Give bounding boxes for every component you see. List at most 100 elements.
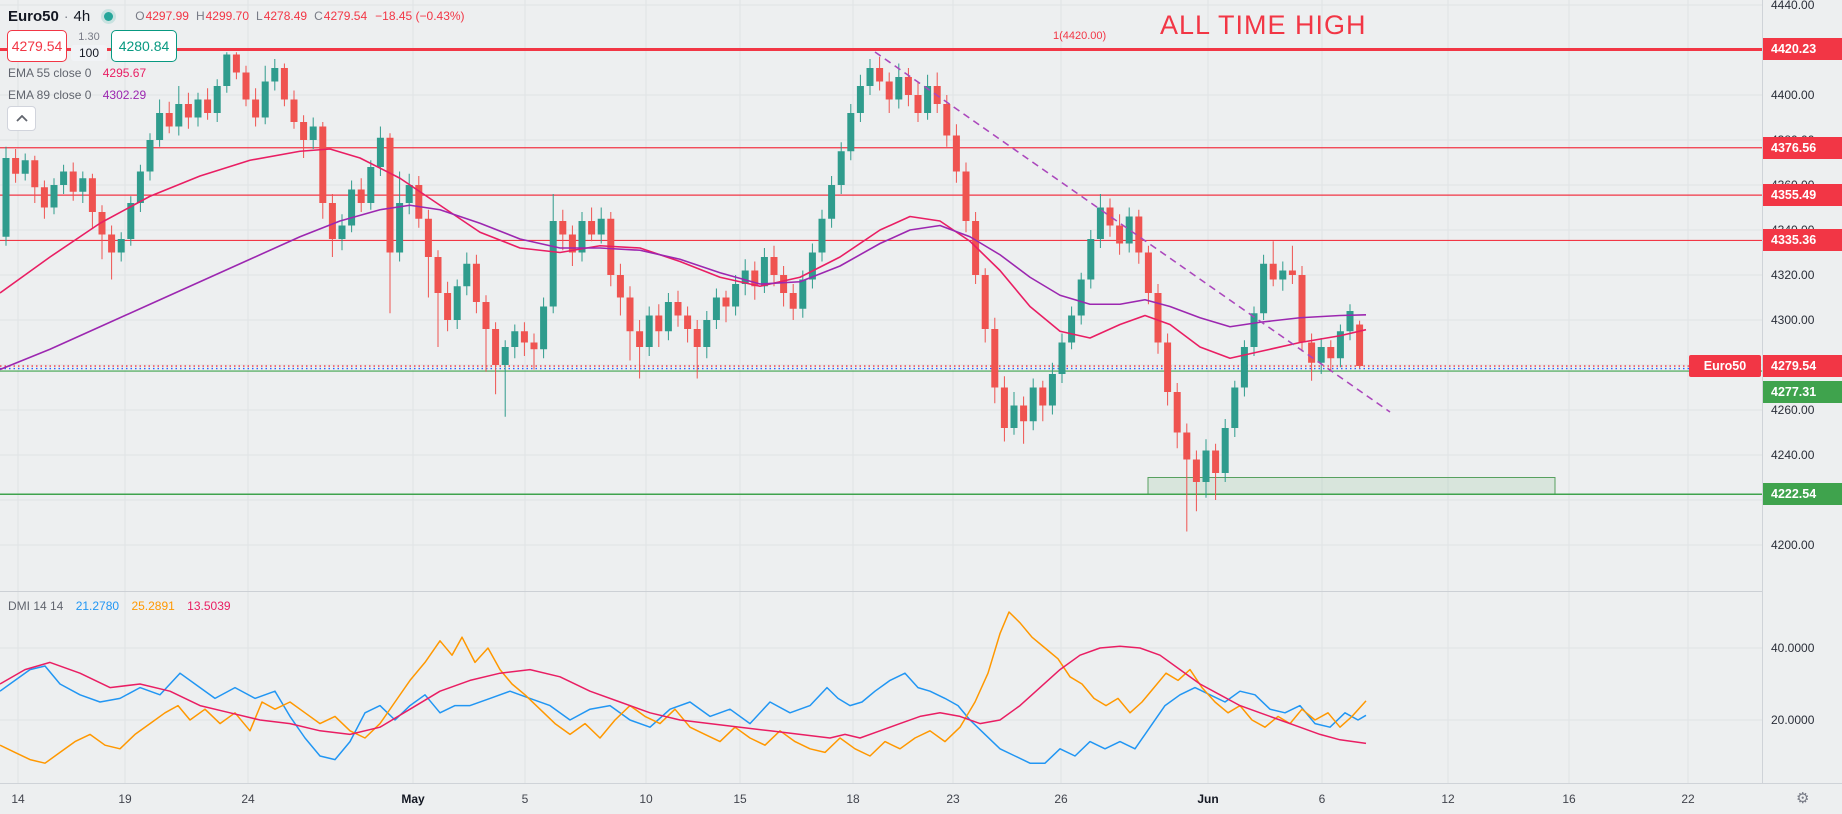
price-level-label: 4277.31 (1763, 381, 1842, 404)
candle-body (568, 234, 576, 253)
candle-body (280, 68, 288, 100)
collapse-legend-button[interactable] (7, 106, 36, 131)
candle-body (376, 137, 384, 167)
interval-label[interactable]: 4h (73, 7, 91, 25)
price-tick-label: 4320.00 (1771, 268, 1815, 282)
symbol-name[interactable]: Euro50 (8, 7, 59, 25)
candle-body (136, 171, 144, 203)
candle-body (156, 113, 164, 140)
candle-body (261, 81, 269, 118)
price-level-label: 4279.54 (1763, 355, 1842, 378)
candle-body (1087, 239, 1095, 280)
candle-body (1308, 342, 1316, 363)
time-axis-label: 22 (1681, 792, 1695, 806)
candle-body (1096, 207, 1104, 239)
price-axis[interactable]: 4440.004420.004400.004380.004360.004340.… (1762, 0, 1842, 783)
candle-body (732, 284, 740, 307)
price-tick-label: 4440.00 (1771, 0, 1815, 12)
candle-body (895, 77, 903, 100)
candle-body (1288, 270, 1296, 275)
time-axis-label: 26 (1054, 792, 1068, 806)
time-axis[interactable]: ⚙ 14 19 24 May 5 10 15 18 23 26 Jun 6 12 16 22 (0, 783, 1842, 814)
low-value: 4278.49 (263, 9, 308, 23)
candle-body (1106, 207, 1114, 226)
ema89-legend[interactable]: EMA 89 close 0 4302.29 (8, 88, 146, 102)
candle-body (1212, 450, 1220, 473)
candle-body (184, 104, 192, 118)
candle-body (808, 252, 816, 280)
quantity-field[interactable]: 100 (70, 45, 108, 61)
candle-body (252, 99, 260, 118)
candle-body (578, 221, 586, 253)
candle-body (338, 225, 346, 239)
candle-body (1144, 252, 1152, 293)
candle-body (597, 218, 605, 235)
candle-body (223, 54, 231, 86)
candle-body (636, 331, 644, 347)
candle-body (693, 329, 701, 347)
candle-body (31, 160, 39, 188)
ema89-label: EMA 89 close 0 (8, 88, 92, 102)
candle-body (780, 275, 788, 293)
spread-value: 1.30 (78, 31, 100, 43)
candle-body (415, 185, 423, 219)
candle-body (98, 212, 106, 235)
candle-body (1356, 324, 1364, 367)
candle-body (741, 270, 749, 284)
candle-body (1317, 347, 1325, 363)
axis-settings-gear-icon[interactable]: ⚙ (1796, 789, 1810, 807)
ath-line-price-label[interactable]: 1(4420.00) (1053, 30, 1107, 42)
dmi-+di-line (0, 665, 1367, 764)
candle-body (1327, 347, 1335, 359)
dmi-adx-line (0, 645, 1367, 745)
candle-body (530, 342, 538, 350)
candle-body (165, 113, 173, 127)
candle-body (588, 221, 596, 235)
candle-body (1173, 392, 1181, 433)
candle-body (511, 331, 519, 347)
candle-body (463, 263, 471, 287)
time-axis-label: 12 (1441, 792, 1455, 806)
candle-body (290, 99, 298, 122)
time-axis-label: 19 (118, 792, 132, 806)
candle-body (40, 187, 48, 208)
candle-body (1077, 279, 1085, 316)
candle-body (1192, 459, 1200, 482)
candle-body (1048, 374, 1056, 406)
candle-body (856, 86, 864, 113)
candle-body (549, 221, 557, 307)
candle-body (300, 122, 308, 140)
candle-body (1039, 387, 1047, 406)
all-time-high-text[interactable]: ALL TIME HIGH (1160, 10, 1367, 40)
buy-button[interactable]: 4280.84 (111, 30, 177, 62)
candle-body (1135, 216, 1143, 253)
last-price-symbol-tag: Euro50 (1689, 355, 1761, 378)
price-tick-label: 4240.00 (1771, 448, 1815, 462)
time-axis-label: Jun (1197, 792, 1219, 806)
dmi-legend[interactable]: DMI 14 14 21.2780 25.2891 13.5039 (8, 599, 240, 613)
candle-body (69, 171, 77, 192)
dmi-minus-di-value: 25.2891 (131, 599, 175, 613)
price-tick-label: 4300.00 (1771, 313, 1815, 327)
candle-body (1231, 387, 1239, 428)
sell-button[interactable]: 4279.54 (7, 30, 67, 62)
candle-body (405, 185, 413, 203)
candle-body (885, 81, 893, 100)
ema55-legend[interactable]: EMA 55 close 0 4295.67 (8, 66, 146, 80)
dmi-plus-di-value: 21.2780 (75, 599, 120, 613)
chart-canvas[interactable] (0, 0, 1762, 783)
candle-body (962, 171, 970, 221)
candle-body (1298, 275, 1306, 343)
descending-trendline (874, 51, 1391, 413)
chevron-up-icon (15, 115, 28, 122)
candle-body (924, 86, 932, 113)
candle-body (492, 329, 500, 365)
time-axis-label: 18 (846, 792, 860, 806)
market-status-icon (104, 11, 114, 21)
candle-body (386, 137, 394, 253)
candle-body (127, 203, 135, 239)
ohlc-values: O4297.99 H4299.70 L4278.49 C4279.54 −18.… (135, 9, 465, 23)
chart-legend-title[interactable]: Euro50 · 4h O4297.99 H4299.70 L4278.49 C… (8, 6, 465, 26)
candle-body (952, 135, 960, 172)
